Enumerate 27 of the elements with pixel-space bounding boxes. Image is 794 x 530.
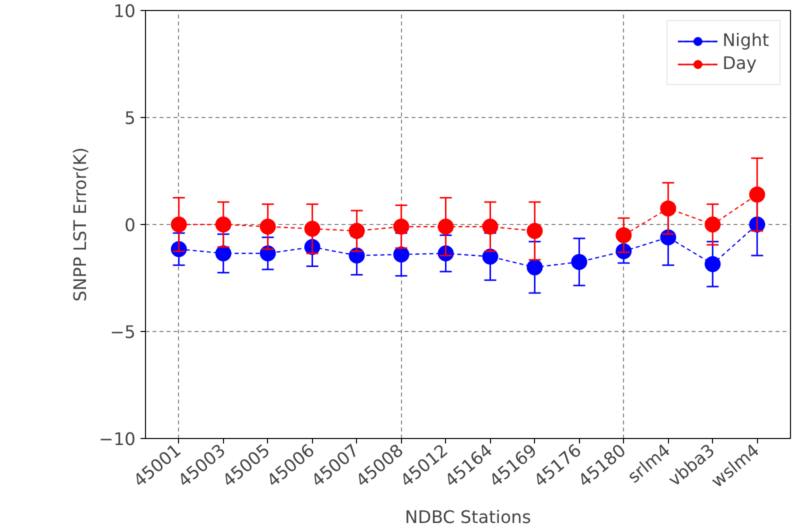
legend-label: Day (722, 54, 757, 74)
point (438, 218, 454, 235)
point (260, 218, 276, 235)
point (704, 216, 721, 232)
point (393, 246, 410, 262)
point (571, 254, 588, 270)
legend-label: Night (722, 31, 769, 51)
point (215, 245, 232, 262)
y-tick-label: 10 (113, 2, 136, 22)
point (616, 227, 632, 244)
point (526, 222, 543, 239)
x-axis-title: NDBC Stations (404, 508, 532, 528)
point (304, 220, 320, 237)
point (170, 216, 187, 232)
point (348, 222, 365, 239)
point (704, 256, 721, 272)
y-tick-label: −5 (110, 323, 136, 343)
point (660, 200, 676, 216)
point (215, 216, 232, 232)
y-tick-label: −10 (98, 430, 136, 450)
point (482, 218, 498, 235)
y-tick-label: 0 (124, 216, 136, 236)
y-axis-title: SNPP LST Error(K) (70, 147, 91, 302)
y-tick-label: 5 (124, 109, 136, 129)
point (393, 218, 410, 235)
point (526, 259, 543, 276)
point (749, 186, 766, 203)
